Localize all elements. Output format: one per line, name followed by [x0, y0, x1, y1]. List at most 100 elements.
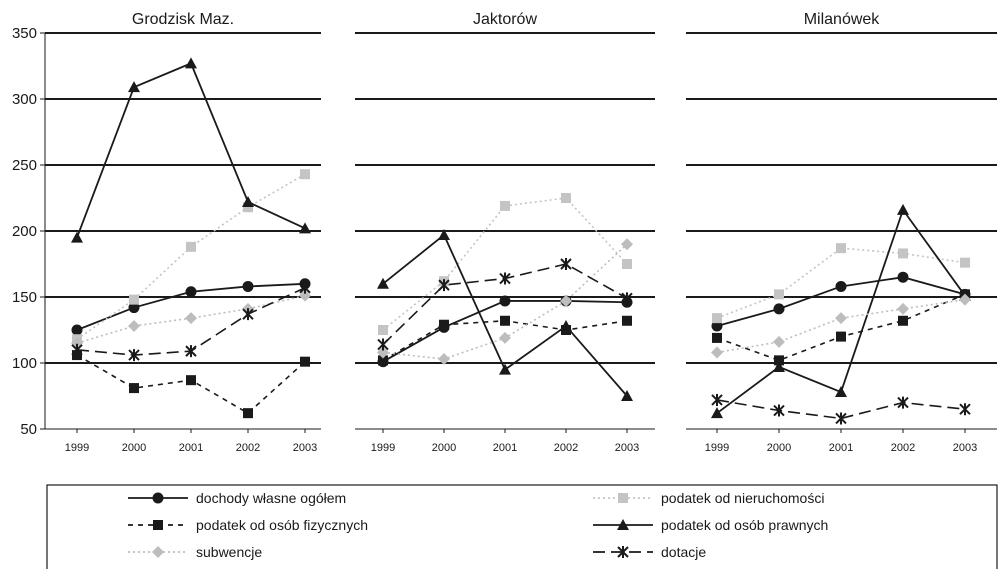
series-subwencje: [377, 238, 633, 366]
data-point: [621, 238, 633, 251]
data-point: [377, 338, 389, 351]
series-line: [716, 293, 966, 362]
data-point: [711, 407, 723, 419]
data-point: [622, 315, 632, 326]
data-point: [836, 331, 846, 342]
series-line: [716, 247, 966, 319]
data-point: [836, 243, 846, 254]
data-point: [300, 169, 310, 180]
series-line: [716, 207, 966, 414]
data-point: [561, 193, 571, 203]
y-tick-label: 350: [12, 25, 37, 42]
legend-item: dochody własne ogółem: [128, 490, 346, 506]
data-point: [71, 343, 83, 356]
data-point: [835, 312, 847, 325]
series-subwencje: [711, 293, 971, 359]
data-point: [128, 81, 140, 93]
data-point: [128, 320, 140, 333]
data-point: [560, 258, 572, 270]
data-point: [186, 375, 196, 386]
legend-marker: [618, 493, 628, 503]
data-point: [499, 363, 511, 375]
series-subwencje: [71, 289, 311, 350]
series-line: [76, 173, 306, 340]
data-point: [242, 195, 254, 207]
data-point: [499, 295, 511, 307]
data-point: [835, 280, 847, 292]
data-point: [129, 294, 139, 305]
legend-marker: [152, 492, 164, 504]
data-point: [898, 248, 908, 259]
data-point: [378, 325, 388, 335]
legend-item: podatek od osób prawnych: [593, 517, 828, 533]
x-tick-label: 2002: [554, 442, 578, 454]
data-point: [377, 346, 389, 359]
panel-title: Grodzisk Maz.: [132, 11, 234, 28]
data-point: [897, 203, 909, 215]
series-prawne: [377, 228, 633, 401]
x-tick-label: 2000: [767, 442, 791, 454]
data-point: [186, 241, 196, 252]
data-point: [835, 412, 847, 425]
data-point: [959, 293, 971, 306]
legend-label: podatek od osób fizycznych: [196, 517, 368, 533]
series-dotacje: [711, 393, 971, 425]
x-tick-label: 2003: [293, 442, 317, 454]
legend-item: podatek od osób fizycznych: [128, 517, 368, 533]
data-point: [773, 404, 785, 417]
series-dochody: [71, 278, 311, 336]
legend-marker: [617, 519, 629, 530]
data-point: [71, 324, 83, 336]
data-point: [242, 308, 254, 321]
data-point: [299, 281, 311, 294]
data-point: [499, 331, 511, 344]
data-point: [128, 349, 140, 362]
data-point: [438, 279, 450, 292]
panel-title: Jaktorów: [473, 11, 537, 28]
data-point: [897, 271, 909, 283]
data-point: [438, 228, 450, 240]
data-point: [712, 332, 722, 343]
legend-items: dochody własne ogółem podatek od nierucho…: [128, 490, 828, 560]
data-point: [960, 257, 970, 268]
data-point: [439, 319, 449, 330]
data-point: [129, 383, 139, 394]
series-line: [716, 399, 966, 420]
data-point: [185, 312, 197, 325]
data-point: [560, 320, 572, 332]
x-tick-label: 2003: [953, 442, 977, 454]
series-nieruch: [378, 193, 632, 335]
data-point: [185, 57, 197, 69]
x-tick-label: 2001: [493, 442, 517, 454]
data-point: [185, 345, 197, 358]
data-point: [71, 231, 83, 243]
data-point: [438, 353, 450, 366]
series-fizyczne: [712, 289, 970, 366]
series-dotacje: [377, 258, 633, 351]
data-point: [621, 292, 633, 305]
data-point: [242, 280, 254, 292]
data-point: [773, 335, 785, 348]
data-point: [712, 313, 722, 324]
data-point: [621, 390, 633, 401]
data-point: [774, 289, 784, 300]
y-tick-label: 100: [12, 355, 37, 372]
chart-panel: Jaktorów 1999 2000 2001 2002 2003: [355, 11, 655, 454]
legend-marker: [152, 546, 164, 558]
series-line: [76, 62, 306, 238]
data-point: [499, 272, 511, 285]
series-prawne: [711, 203, 971, 419]
series-dochody: [711, 271, 971, 332]
data-point: [500, 200, 510, 211]
legend-label: dochody własne ogółem: [196, 490, 346, 506]
legend-label: podatek od osób prawnych: [661, 517, 828, 533]
y-tick-label: 300: [12, 91, 37, 108]
x-tick-label: 2003: [615, 442, 639, 454]
data-point: [898, 315, 908, 326]
chart-panel: Grodzisk Maz. 1999 2000 2001 2002 2003: [45, 11, 321, 454]
data-point: [959, 403, 971, 416]
series-prawne: [71, 57, 311, 243]
data-point: [299, 222, 311, 234]
data-point: [500, 315, 510, 326]
